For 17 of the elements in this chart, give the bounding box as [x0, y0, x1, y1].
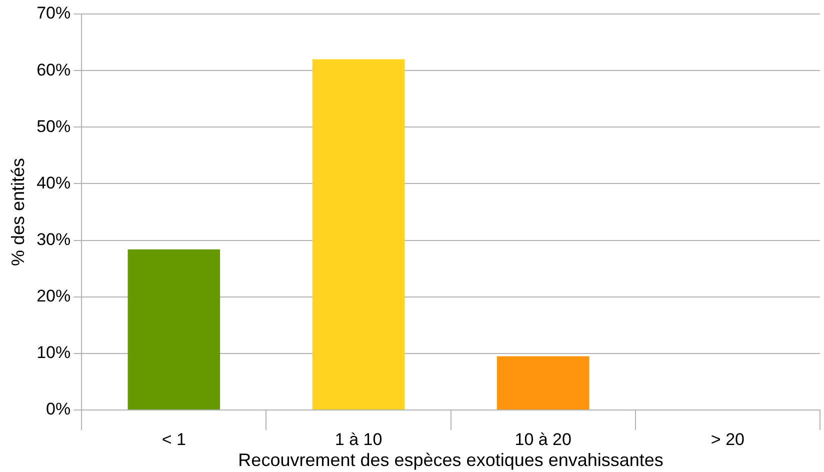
x-axis-title: Recouvrement des espèces exotiques envahissantes: [238, 450, 664, 470]
y-axis-title: % des entités: [8, 158, 28, 266]
y-tick-label: 50%: [36, 116, 71, 136]
y-tick-label: 40%: [36, 173, 71, 192]
y-tick-label: 70%: [36, 4, 71, 23]
x-tick-label: < 1: [162, 430, 186, 449]
x-tick-label: 1 à 10: [334, 430, 382, 449]
bar: [496, 356, 590, 410]
bar: [312, 59, 405, 410]
y-tick-label: 0%: [46, 400, 71, 419]
y-tick-label: 30%: [36, 230, 71, 249]
x-tick-label: > 20: [710, 430, 744, 449]
x-tick-label: 10 à 20: [514, 430, 572, 449]
y-tick-label: 20%: [36, 286, 71, 306]
y-tick-label: 10%: [36, 343, 71, 362]
y-tick-label: 60%: [36, 60, 71, 80]
bar: [128, 249, 220, 410]
